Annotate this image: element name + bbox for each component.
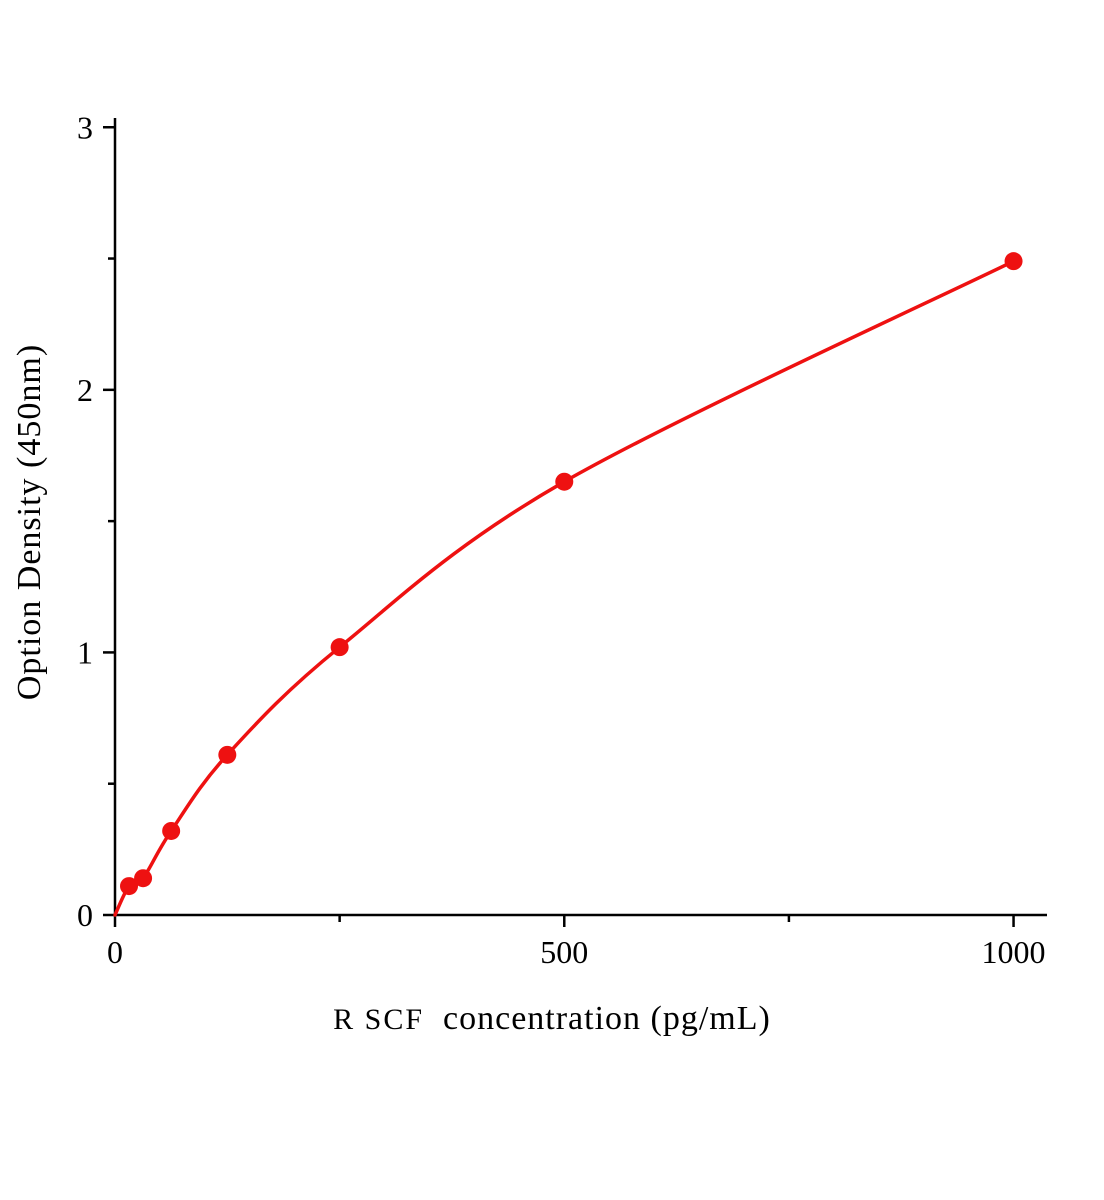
x-tick-label: 500: [540, 934, 588, 970]
data-point-marker: [555, 472, 574, 491]
y-axis-label: Option Density (450nm): [11, 343, 48, 701]
data-point-marker: [218, 745, 237, 764]
data-point-marker: [162, 821, 181, 840]
x-axis-label: R SCF concentration (pg/mL): [0, 1000, 1104, 1038]
data-point-marker: [134, 869, 153, 888]
y-tick-label: 1: [77, 634, 93, 670]
y-tick-label: 3: [77, 109, 93, 145]
x-tick-label: 0: [107, 934, 123, 970]
data-point-marker: [120, 877, 139, 896]
standard-curve-line: [113, 259, 1016, 917]
x-axis-label-rest: concentration (pg/mL): [424, 1000, 771, 1037]
y-tick-label: 2: [77, 372, 93, 408]
y-tick-label: 0: [77, 897, 93, 933]
x-axis-label-prefix: R SCF: [333, 1003, 425, 1036]
x-tick-label: 1000: [982, 934, 1046, 970]
data-point-marker: [1004, 252, 1023, 271]
data-point-marker: [330, 638, 349, 657]
